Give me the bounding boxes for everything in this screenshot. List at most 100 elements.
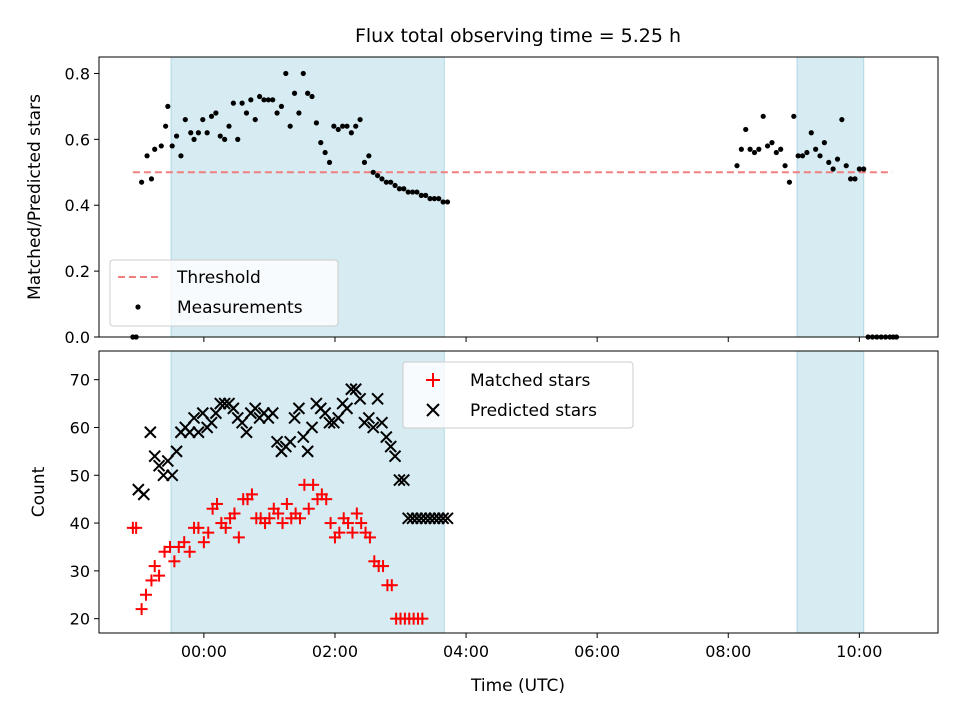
matched-star-marker xyxy=(135,603,148,616)
predicted-star-marker xyxy=(192,426,205,439)
matched-star-marker xyxy=(333,526,346,539)
measurement-point xyxy=(769,140,775,146)
predicted-star-marker-b xyxy=(366,421,380,434)
measurement-point xyxy=(834,156,841,162)
matched-star-marker xyxy=(130,521,143,534)
measurement-point xyxy=(208,113,215,119)
measurement-point xyxy=(287,123,293,129)
measurement-point xyxy=(388,179,394,185)
matched-legend-label: Matched stars xyxy=(470,371,590,391)
counts-legend-box xyxy=(402,361,634,429)
matched-star-marker xyxy=(294,512,307,525)
predicted-star-marker-b xyxy=(384,440,397,453)
measurement-point xyxy=(383,179,389,185)
measurement-point xyxy=(743,126,749,133)
counts-xtick-label-5: 10:00 xyxy=(836,642,882,661)
predicted-star-marker xyxy=(441,512,454,525)
measurement-point xyxy=(773,149,779,156)
predicted-star-marker-b xyxy=(196,406,209,420)
measurement-point xyxy=(418,192,424,198)
measurement-point xyxy=(843,163,849,169)
measurement-point xyxy=(139,179,145,185)
measurement-point xyxy=(144,153,150,159)
matched-star-marker xyxy=(192,521,205,534)
counts-shaded-interval-0 xyxy=(170,350,445,634)
measurement-point xyxy=(252,116,258,123)
matched-star-marker xyxy=(139,588,152,601)
measurement-point xyxy=(230,100,236,106)
matched-star-marker xyxy=(219,521,232,534)
measurement-point xyxy=(265,97,271,103)
measurement-point xyxy=(165,103,171,110)
counts-frame xyxy=(98,350,939,634)
matched-star-marker xyxy=(416,612,429,625)
matched-star-marker xyxy=(385,579,398,592)
chart-title: Flux total observing time = 5.25 h xyxy=(355,25,681,47)
measurement-point xyxy=(256,93,263,100)
measurement-point xyxy=(261,97,267,103)
measurement-point xyxy=(423,192,429,198)
measurement-point xyxy=(409,189,416,195)
predicted-star-marker xyxy=(393,473,406,487)
predicted-star-marker xyxy=(340,402,354,415)
predicted-star-marker xyxy=(375,416,389,429)
predicted-star-marker-b xyxy=(187,411,201,425)
measurement-point xyxy=(427,196,433,202)
measurement-point xyxy=(366,153,372,159)
predicted-star-marker xyxy=(283,435,297,449)
matched-star-marker xyxy=(183,545,196,558)
predicted-star-marker-b xyxy=(227,402,240,415)
measurement-point xyxy=(821,140,827,146)
predicted-star-marker-b xyxy=(301,445,314,458)
measurement-point xyxy=(226,123,232,129)
predicted-star-marker-b xyxy=(205,416,218,429)
measurement-point xyxy=(839,116,845,123)
measurement-point xyxy=(204,130,210,136)
ratio-ytick-label-4: 0.8 xyxy=(65,64,90,83)
measurement-point xyxy=(322,149,328,156)
measurement-point xyxy=(217,133,223,139)
counts-ytick-label-5: 70 xyxy=(70,371,90,390)
predicted-star-marker xyxy=(240,426,253,439)
ratio-panel-measurements xyxy=(130,70,900,340)
counts-xtick-label-4: 08:00 xyxy=(705,642,751,661)
measurement-point xyxy=(361,159,368,166)
counts-xtick-label-2: 04:00 xyxy=(443,642,489,661)
counts-panel-predicted-stars xyxy=(132,383,454,525)
predicted-star-marker xyxy=(152,459,166,472)
measurement-point xyxy=(243,110,250,116)
counts-ytick-label-3: 50 xyxy=(70,466,90,485)
measurement-point xyxy=(808,130,814,136)
predicted-star-marker xyxy=(144,426,157,439)
predicted-star-marker-b xyxy=(397,473,411,487)
predicted-star-marker xyxy=(292,402,306,415)
ratio-frame xyxy=(98,56,939,338)
measurement-point xyxy=(751,149,758,156)
counts-ytick-label-0: 20 xyxy=(70,610,90,629)
predicted-star-marker-b xyxy=(380,430,393,444)
measurement-point xyxy=(440,199,446,205)
measurement-point xyxy=(270,97,276,103)
measurement-point xyxy=(191,136,197,142)
measurement-point xyxy=(861,166,867,172)
measurement-point xyxy=(799,153,806,159)
matched-star-marker xyxy=(363,531,376,544)
measurement-point xyxy=(274,110,280,116)
predicted-star-marker-b xyxy=(283,435,297,449)
measurement-point xyxy=(169,143,175,149)
predicted-star-marker xyxy=(380,430,393,444)
predicted-star-marker xyxy=(266,406,279,420)
measurement-point xyxy=(313,120,319,126)
measurement-point xyxy=(318,140,324,146)
predicted-star-marker-b xyxy=(148,449,161,463)
predicted-star-marker-b xyxy=(240,426,253,439)
predicted-star-marker xyxy=(137,488,150,501)
predicted-star-marker-b xyxy=(388,449,402,463)
ratio-panel: 0.0 0.2 0.4 0.6 0.8 Matched/Predicted stars xyxy=(25,56,939,347)
predicted-star-marker xyxy=(362,411,376,425)
predicted-star-marker-b xyxy=(318,406,332,420)
predicted-star-marker xyxy=(301,445,314,458)
predicted-star-marker xyxy=(305,421,319,434)
predicted-star-marker xyxy=(270,435,284,449)
